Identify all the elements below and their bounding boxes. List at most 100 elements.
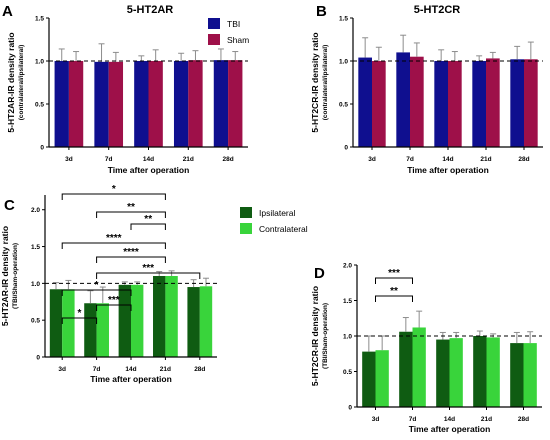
x-tick-label: 28d [518,156,529,163]
x-tick-label: 14d [442,156,453,163]
y-axis-label: 5-HT2AR-IR density ratio [0,226,10,326]
legend-label: TBI [227,19,240,29]
x-tick-label: 7d [93,366,101,373]
bar [396,52,410,147]
y-tick-label: 0.5 [343,369,352,376]
y-tick-label: 1.0 [339,59,348,66]
legend-swatch [240,223,252,234]
bar [473,336,487,407]
panel-letter: C [4,197,15,214]
panel-d: D 0 0.5 1.0 1.5 2.0 3d 7d 14d 21d 28d Time after op… [310,263,542,434]
bar [62,289,75,357]
bar [199,286,213,357]
y-axis-label: 5-HT2CR-IR density ratio [310,286,320,386]
bar [524,59,538,147]
significance-bracket [375,277,413,284]
significance-bracket [61,289,132,296]
bar [375,350,389,407]
significance-label: * [112,184,116,195]
y-tick-label: 1.0 [35,59,44,66]
x-axis-label: Time after operation [409,424,491,434]
y-tick-label: 0 [36,355,40,362]
significance-label: ** [390,286,398,297]
x-tick-label: 14d [143,156,154,163]
chart-title: 5-HT2AR [127,4,174,16]
x-tick-label: 28d [518,416,529,423]
y-tick-label: 1.5 [35,16,44,23]
panel-letter: D [314,265,325,282]
y-axis-sublabel: (TBI/Sham-operation) [12,243,19,309]
significance-bracket [96,256,166,263]
x-tick-label: 3d [65,156,73,163]
bar [410,56,424,148]
bar [213,60,229,147]
x-axis-label: Time after operation [108,165,190,175]
significance-bracket [96,211,166,218]
x-tick-label: 21d [481,416,492,423]
bar [118,284,131,357]
significance-bracket [96,304,132,311]
bar [436,339,450,407]
y-axis-label: 5-HT2AR-IR density ratio [6,32,16,132]
x-tick-label: 14d [125,366,136,373]
bar [188,60,203,147]
bar [358,57,372,148]
panel-letter: A [2,3,13,20]
x-tick-label: 14d [444,416,455,423]
x-tick-label: 3d [58,366,66,373]
bar [448,61,462,147]
x-axis-label: Time after operation [407,165,489,175]
legend-swatch [208,34,220,45]
bar [412,327,426,407]
y-axis-sublabel: (contralateral/ipsilateral) [322,45,329,121]
bar [68,61,84,147]
bar [510,343,524,407]
panel-a: A 5-HT2AR 0 0.5 1.0 1.5 3d 7d 14d 21d 28d Time afte… [2,3,248,175]
y-tick-label: 0 [40,145,44,152]
bar [165,276,178,357]
panel-c: C 0 0.5 1.0 1.5 2.0 3d 7d 14d 21d 28d Time after op… [0,184,217,384]
bar [131,284,144,357]
bar [228,60,243,147]
y-tick-label: 0 [348,405,352,412]
legend: TBI Sham [208,18,249,45]
bar [173,61,189,147]
y-tick-label: 1.0 [343,334,352,341]
y-axis-sublabel: (contralateral/ipsilateral) [18,45,25,121]
bar [372,61,386,147]
panel-letter: B [316,3,327,20]
bar [84,303,97,357]
bar [486,337,500,407]
x-tick-label: 21d [480,156,491,163]
x-tick-label: 3d [372,416,380,423]
significance-label: * [95,280,99,291]
x-axis-label: Time after operation [90,374,172,384]
bar [486,58,500,147]
y-tick-label: 2.0 [31,207,40,214]
significance-label: **** [106,233,122,244]
significance-bracket [130,223,166,230]
bar [399,331,413,407]
y-tick-label: 1.0 [31,281,40,288]
bar [54,61,69,147]
significance-label: ** [144,214,152,225]
bar [362,351,376,407]
panel-b: B 5-HT2CR 0 0.5 1.0 1.5 3d 7d 14d 21d 28d Time afte… [310,3,543,175]
significance-label: * [77,308,81,319]
bar [153,276,166,357]
significance-bracket [61,317,98,324]
y-tick-label: 1.5 [339,16,348,23]
y-tick-label: 1.5 [343,298,352,305]
significance-bracket [61,193,166,200]
chart-title: 5-HT2CR [414,4,461,16]
bar [472,61,486,147]
bar [148,61,163,147]
x-tick-label: 21d [183,156,194,163]
bar [510,59,524,147]
significance-label: *** [108,295,120,306]
legend-label: Contralateral [259,224,308,234]
legend-label: Ipsilateral [259,208,295,218]
y-axis-sublabel: (TBI/Sham-operation) [322,303,329,369]
significance-bracket [375,295,413,302]
